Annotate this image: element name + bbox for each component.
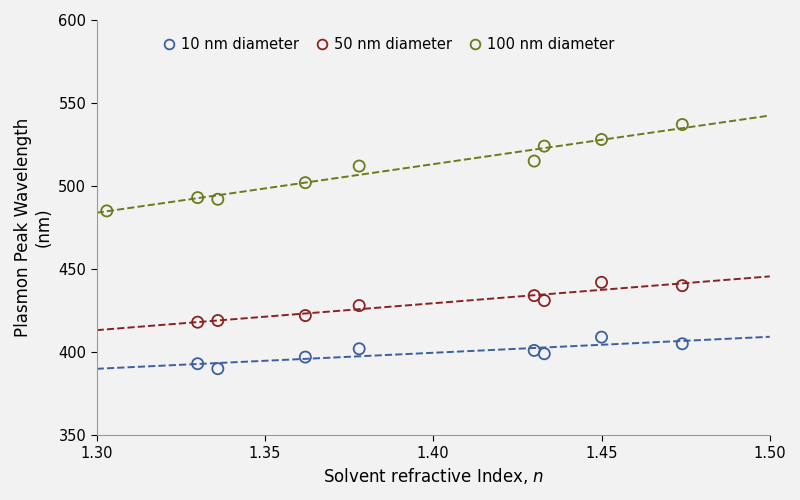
Point [211, 316, 224, 324]
Point [595, 278, 608, 286]
Point [353, 302, 366, 310]
X-axis label: Solvent refractive Index, $n$: Solvent refractive Index, $n$ [322, 466, 544, 486]
Point [595, 136, 608, 143]
Point [676, 340, 689, 348]
Point [211, 196, 224, 203]
Point [353, 345, 366, 353]
Point [299, 353, 312, 361]
Point [299, 178, 312, 186]
Point [538, 296, 550, 304]
Point [528, 292, 541, 300]
Y-axis label: Plasmon Peak Wavelength
(nm): Plasmon Peak Wavelength (nm) [14, 118, 53, 337]
Point [299, 312, 312, 320]
Point [538, 350, 550, 358]
Point [528, 346, 541, 354]
Point [353, 162, 366, 170]
Point [191, 318, 204, 326]
Point [595, 333, 608, 341]
Point [676, 120, 689, 128]
Point [676, 282, 689, 290]
Point [191, 360, 204, 368]
Point [211, 364, 224, 372]
Point [100, 207, 113, 215]
Point [528, 157, 541, 165]
Legend: 10 nm diameter, 50 nm diameter, 100 nm diameter: 10 nm diameter, 50 nm diameter, 100 nm d… [158, 32, 620, 58]
Point [191, 194, 204, 202]
Point [538, 142, 550, 150]
